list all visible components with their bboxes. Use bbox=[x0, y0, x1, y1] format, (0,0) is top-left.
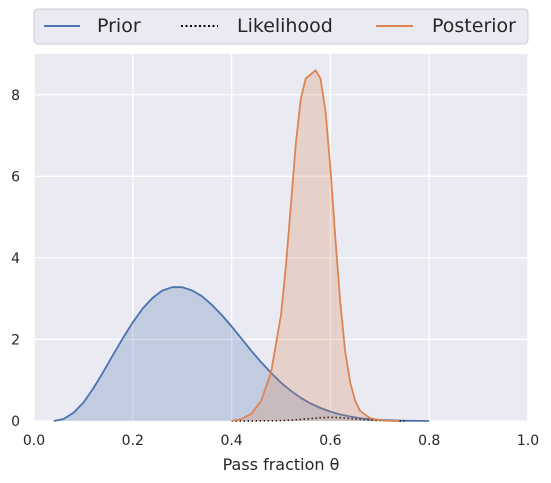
plot-background bbox=[34, 54, 528, 421]
x-tick-label: 0.0 bbox=[23, 433, 45, 449]
x-tick-label: 0.4 bbox=[220, 433, 242, 449]
x-tick-label: 0.8 bbox=[418, 433, 440, 449]
y-tick-label: 8 bbox=[11, 88, 20, 104]
x-tick-label: 0.6 bbox=[319, 433, 341, 449]
x-tick-label: 0.2 bbox=[122, 433, 144, 449]
legend-frame bbox=[33, 8, 529, 45]
legend-label-likelihood: Likelihood bbox=[237, 15, 333, 37]
legend: Prior Likelihood Posterior bbox=[33, 8, 529, 45]
y-tick-label: 0 bbox=[11, 414, 20, 430]
posterior-curve bbox=[231, 69, 400, 422]
posterior-area bbox=[231, 70, 400, 422]
series-layer bbox=[53, 69, 430, 422]
grid-lines bbox=[33, 54, 529, 422]
prior-area bbox=[53, 287, 430, 421]
x-axis-label: Pass fraction θ bbox=[223, 455, 340, 474]
y-tick-label: 4 bbox=[11, 251, 20, 267]
y-tick-label: 2 bbox=[11, 332, 20, 348]
likelihood-curve bbox=[231, 416, 405, 422]
legend-label-posterior: Posterior bbox=[432, 15, 516, 37]
legend-label-prior: Prior bbox=[97, 15, 141, 37]
axis-ticks: 0.0 0.2 0.4 0.6 0.8 1.0 0 2 4 6 8 bbox=[11, 88, 539, 449]
y-tick-label: 6 bbox=[11, 169, 20, 185]
x-tick-label: 1.0 bbox=[517, 433, 539, 449]
prior-curve bbox=[53, 286, 430, 422]
